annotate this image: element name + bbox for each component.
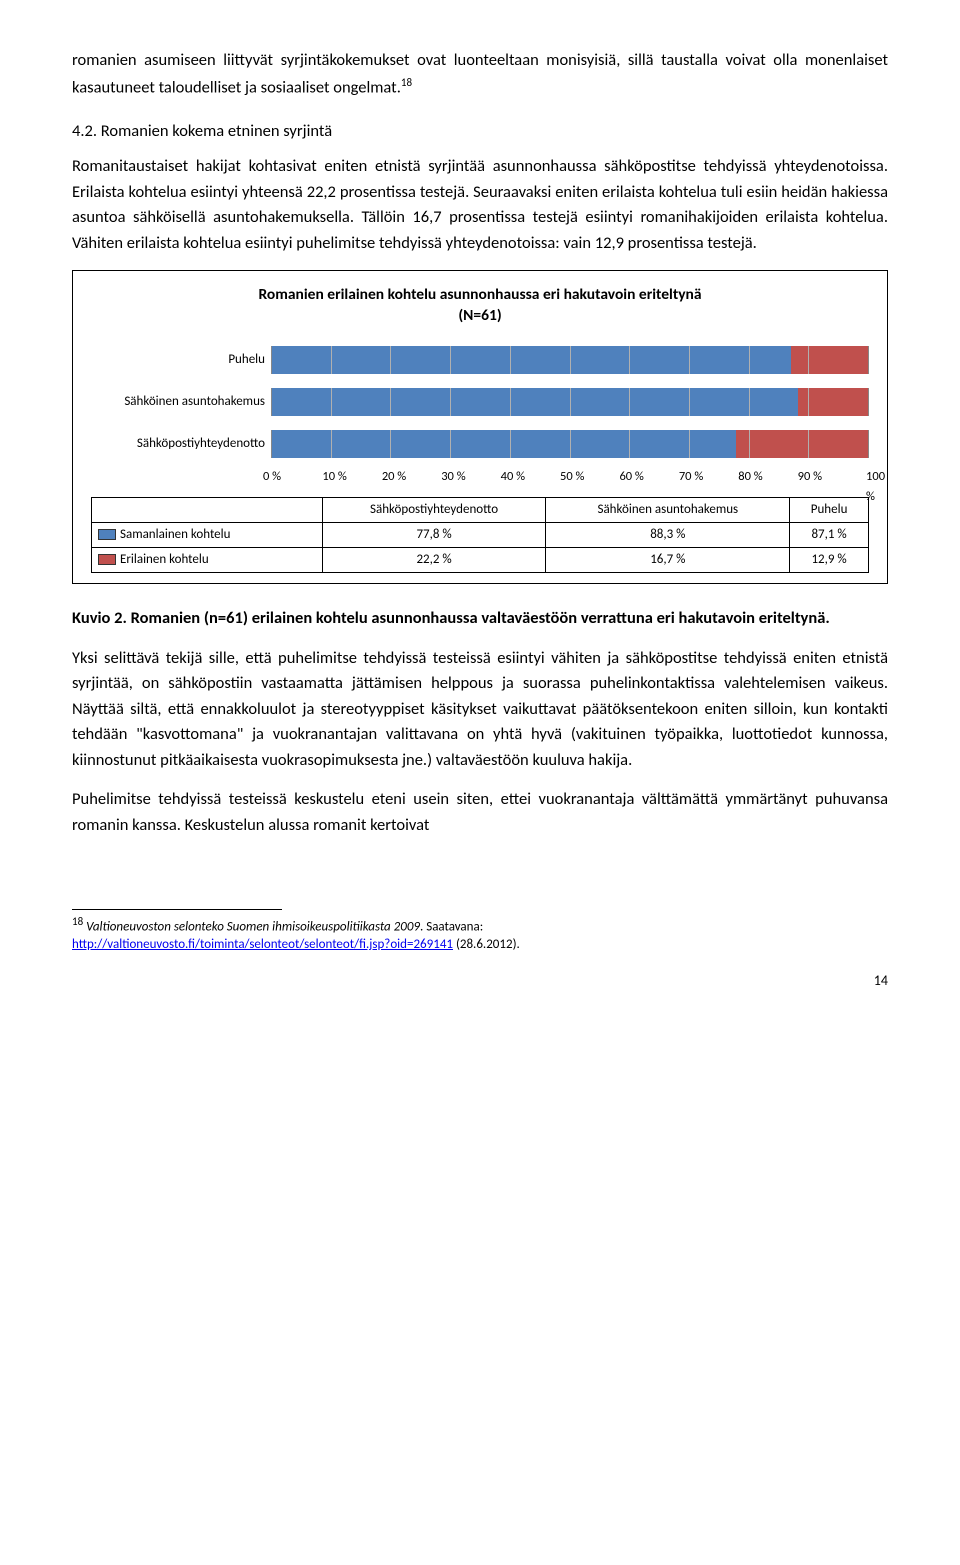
- legend-cell-diff: Erilainen kohtelu: [92, 547, 323, 572]
- bar-track: [271, 430, 869, 458]
- footnote-citation: Valtioneuvoston selonteko Suomen ihmisoi…: [86, 919, 420, 934]
- chart-bars: Puhelu Sähköinen asuntohakemus Sähköpost…: [91, 341, 869, 486]
- intro-paragraph: romanien asumiseen liittyvät syrjintäkok…: [72, 48, 888, 101]
- legend-label: Erilainen kohtelu: [120, 552, 209, 567]
- legend-swatch-same: [98, 529, 116, 540]
- footnote-sup: 18: [72, 915, 83, 928]
- table-header: Puhelu: [790, 497, 869, 522]
- bar-diff: [798, 388, 868, 416]
- bar-same: [272, 346, 791, 374]
- paragraph-3: Yksi selittävä tekijä sille, että puheli…: [72, 646, 888, 774]
- footnote-link[interactable]: http://valtioneuvosto.fi/toiminta/selont…: [72, 937, 453, 952]
- chart-title: Romanien erilainen kohtelu asunnonhaussa…: [91, 285, 869, 327]
- paragraph-4: Puhelimitse tehdyissä testeissä keskuste…: [72, 787, 888, 838]
- chart-title-line2: (N=61): [458, 306, 501, 325]
- bar-row-sahkoposti: Sähköpostiyhteydenotto: [91, 425, 869, 463]
- paragraph-2: Romanitaustaiset hakijat kohtasivat enit…: [72, 154, 888, 256]
- footnote-separator: [72, 909, 282, 910]
- bar-same: [272, 430, 736, 458]
- bar-diff: [791, 346, 868, 374]
- footnote: 18 Valtioneuvoston selonteko Suomen ihmi…: [72, 914, 888, 955]
- intro-text: romanien asumiseen liittyvät syrjintäkok…: [72, 50, 888, 97]
- bar-label: Sähköinen asuntohakemus: [91, 392, 271, 412]
- table-cell: 12,9 %: [790, 547, 869, 572]
- chart-container: Romanien erilainen kohtelu asunnonhaussa…: [72, 270, 888, 584]
- bar-track: [271, 346, 869, 374]
- chart-title-line1: Romanien erilainen kohtelu asunnonhaussa…: [258, 285, 701, 304]
- tick: 90 %: [798, 467, 869, 486]
- table-header: Sähköinen asuntohakemus: [546, 497, 790, 522]
- table-cell: 88,3 %: [546, 522, 790, 547]
- table-header-row: Sähköpostiyhteydenotto Sähköinen asuntoh…: [92, 497, 869, 522]
- bar-label: Sähköpostiyhteydenotto: [91, 434, 271, 454]
- table-header: Sähköpostiyhteydenotto: [322, 497, 546, 522]
- figure-caption: Kuvio 2. Romanien (n=61) erilainen kohte…: [72, 606, 888, 632]
- table-row: Samanlainen kohtelu 77,8 % 88,3 % 87,1 %: [92, 522, 869, 547]
- legend-label: Samanlainen kohtelu: [120, 527, 230, 542]
- table-cell: 16,7 %: [546, 547, 790, 572]
- page-number: 14: [72, 970, 888, 992]
- legend-cell-same: Samanlainen kohtelu: [92, 522, 323, 547]
- bar-row-sahkoinen: Sähköinen asuntohakemus: [91, 383, 869, 421]
- tick: 100 %: [866, 467, 885, 506]
- table-cell: 87,1 %: [790, 522, 869, 547]
- section-heading: 4.2. Romanien kokema etninen syrjintä: [72, 119, 888, 145]
- bar-row-puhelu: Puhelu: [91, 341, 869, 379]
- axis-row: 0 % 10 % 20 % 30 % 40 % 50 % 60 % 70 % 8…: [91, 467, 869, 486]
- table-header-empty: [92, 497, 323, 522]
- bar-track: [271, 388, 869, 416]
- axis-ticks: 0 % 10 % 20 % 30 % 40 % 50 % 60 % 70 % 8…: [271, 467, 869, 486]
- table-cell: 22,2 %: [322, 547, 546, 572]
- footnote-rest2: (28.6.2012).: [453, 937, 520, 952]
- bar-same: [272, 388, 798, 416]
- table-row: Erilainen kohtelu 22,2 % 16,7 % 12,9 %: [92, 547, 869, 572]
- caption-text: Kuvio 2. Romanien (n=61) erilainen kohte…: [72, 608, 830, 628]
- intro-superscript: 18: [401, 76, 412, 89]
- table-cell: 77,8 %: [322, 522, 546, 547]
- bar-diff: [736, 430, 868, 458]
- footnote-rest1: . Saatavana:: [420, 919, 483, 934]
- bar-label: Puhelu: [91, 350, 271, 370]
- chart-data-table: Sähköpostiyhteydenotto Sähköinen asuntoh…: [91, 497, 869, 573]
- legend-swatch-diff: [98, 554, 116, 565]
